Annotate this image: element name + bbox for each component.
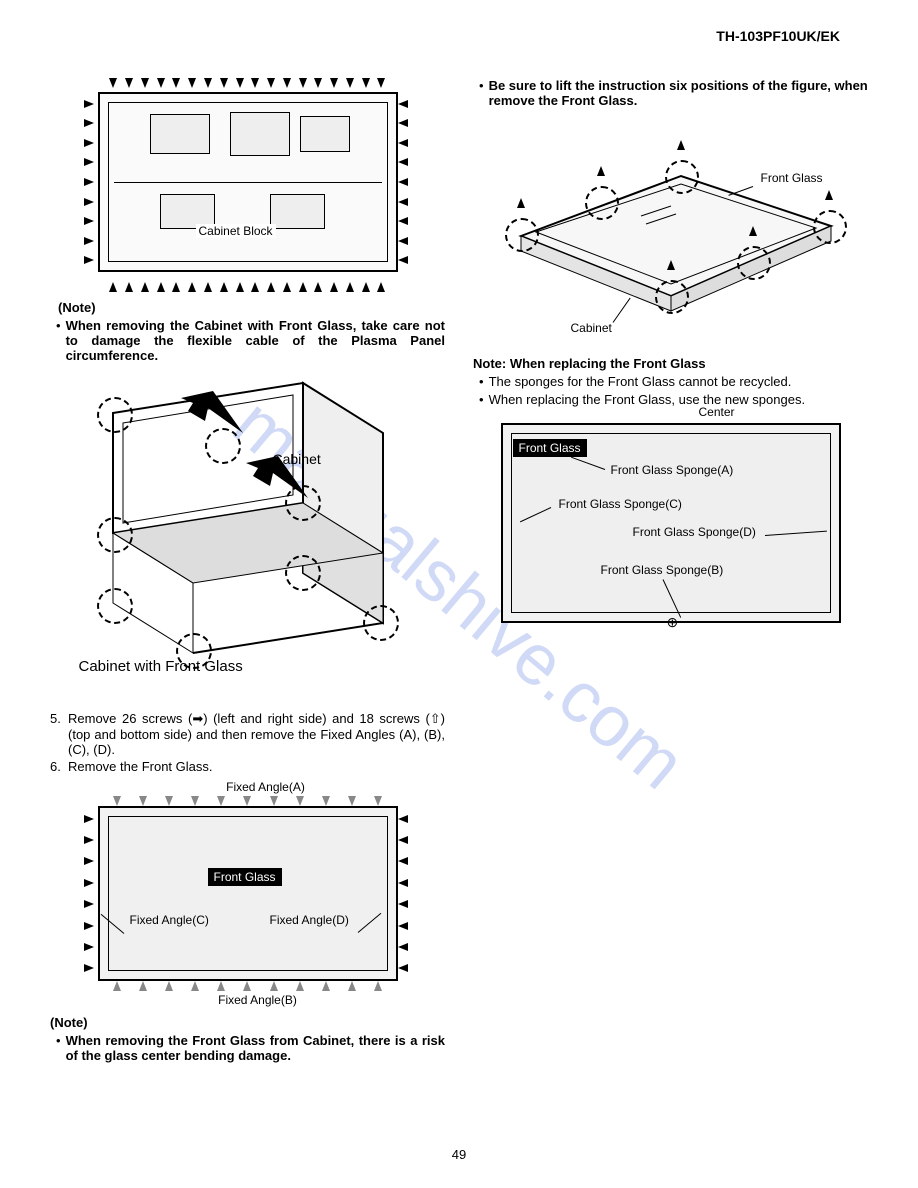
rfig2-sponge-d: Front Glass Sponge(D) bbox=[633, 525, 756, 539]
step-5: 5. Remove 26 screws (➡) (left and right … bbox=[50, 711, 445, 757]
rfig2-sponge-c: Front Glass Sponge(C) bbox=[559, 497, 682, 511]
fig2-circle bbox=[285, 485, 321, 521]
fig2-label-assembly: Cabinet with Front Glass bbox=[79, 658, 243, 675]
fig1-wrap: Cabinet Block bbox=[98, 78, 398, 292]
left-column: Cabinet Block (Note) • When removing the… bbox=[50, 78, 445, 1066]
fig2-circle bbox=[97, 517, 133, 553]
fig1-arrows-right bbox=[398, 94, 412, 270]
header-model: TH-103PF10UK/EK bbox=[716, 28, 840, 44]
fig2-circle bbox=[205, 428, 241, 464]
fig3-arrows-bottom bbox=[104, 981, 392, 991]
up-arrow-icon bbox=[677, 140, 685, 150]
note1-text: When removing the Cabinet with Front Gla… bbox=[66, 318, 445, 363]
rfig1-iso: Front Glass Cabinet bbox=[491, 116, 851, 346]
fig3-wrap: Fixed Angle(A) Front Glass Fixed Angle(C… bbox=[88, 780, 408, 1007]
note2-title: (Note) bbox=[50, 1015, 445, 1030]
fig3-arrows-top bbox=[104, 796, 392, 806]
fig3-fg-label: Front Glass bbox=[208, 868, 282, 886]
fig1-arrows-top bbox=[106, 78, 390, 88]
rfig2-center: Center bbox=[699, 405, 735, 419]
fig1-arrows-left bbox=[84, 94, 98, 270]
rnote-b2: • When replacing the Front Glass, use th… bbox=[479, 392, 868, 407]
rfig2-sponge-a: Front Glass Sponge(A) bbox=[611, 463, 734, 477]
right-column: • Be sure to lift the instruction six po… bbox=[473, 78, 868, 1066]
fig1-cabinet-block: Cabinet Block bbox=[98, 92, 398, 272]
fig3-angle-d: Fixed Angle(D) bbox=[270, 913, 349, 927]
fig2-circle bbox=[363, 605, 399, 641]
up-arrow-icon bbox=[597, 166, 605, 176]
step-6: 6. Remove the Front Glass. bbox=[50, 759, 445, 774]
step-num: 5. bbox=[50, 711, 68, 757]
rfig2-fg-label: Front Glass bbox=[513, 439, 587, 457]
fig2-label-cabinet: Cabinet bbox=[273, 451, 321, 467]
fig3-angle-b: Fixed Angle(B) bbox=[98, 993, 418, 1007]
fig3-angle-c: Fixed Angle(C) bbox=[130, 913, 209, 927]
right-top-bullet: • Be sure to lift the instruction six po… bbox=[479, 78, 868, 108]
fig2-isometric: Cabinet Cabinet with Front Glass bbox=[83, 373, 413, 683]
up-arrow-icon bbox=[825, 190, 833, 200]
note1-bullet: • When removing the Cabinet with Front G… bbox=[56, 318, 445, 363]
fig3-front-glass: Front Glass Fixed Angle(C) Fixed Angle(D… bbox=[98, 806, 398, 981]
page-number: 49 bbox=[452, 1147, 466, 1162]
fig3-arrows-left bbox=[84, 808, 98, 979]
center-target-icon: ⊕ bbox=[667, 614, 679, 631]
rfig2-sponge-b: Front Glass Sponge(B) bbox=[601, 563, 724, 577]
fig1-arrows-bottom bbox=[106, 282, 390, 292]
rfig1-cabinet: Cabinet bbox=[571, 321, 612, 335]
rfig2-wrap: Center ⊕ Front Glass Front Glass Sponge(… bbox=[501, 423, 841, 623]
up-arrow-icon bbox=[517, 198, 525, 208]
step-5-text: Remove 26 screws (➡) (left and right sid… bbox=[68, 711, 445, 757]
fig3-angle-a: Fixed Angle(A) bbox=[106, 780, 426, 794]
rfig1-circle bbox=[505, 218, 539, 252]
bullet-dot: • bbox=[56, 318, 61, 363]
rfig1-circle bbox=[737, 246, 771, 280]
up-arrow-icon bbox=[749, 226, 757, 236]
note1-title: (Note) bbox=[58, 300, 445, 315]
rfig2-panel: Front Glass Front Glass Sponge(A) Front … bbox=[501, 423, 841, 623]
fig2-circle bbox=[97, 397, 133, 433]
bullet-dot: • bbox=[479, 392, 484, 407]
rfig1-circle bbox=[655, 280, 689, 314]
up-arrow-icon bbox=[667, 260, 675, 270]
step-6-text: Remove the Front Glass. bbox=[68, 759, 445, 774]
bullet-dot: • bbox=[479, 78, 484, 108]
content-columns: Cabinet Block (Note) • When removing the… bbox=[50, 78, 868, 1066]
bullet-dot: • bbox=[56, 1033, 61, 1063]
rnote-b2-text: When replacing the Front Glass, use the … bbox=[489, 392, 868, 407]
fig2-circle bbox=[285, 555, 321, 591]
note2-text: When removing the Front Glass from Cabin… bbox=[66, 1033, 445, 1063]
bullet-dot: • bbox=[479, 374, 484, 389]
rfig1-circle bbox=[585, 186, 619, 220]
rnote-title: Note: When replacing the Front Glass bbox=[473, 356, 868, 371]
fig2-circle bbox=[97, 588, 133, 624]
step-num: 6. bbox=[50, 759, 68, 774]
rfig1-circle bbox=[665, 160, 699, 194]
fig1-label: Cabinet Block bbox=[196, 224, 276, 238]
fig3-arrows-right bbox=[398, 808, 412, 979]
rfig1-circle bbox=[813, 210, 847, 244]
rfig1-front-glass: Front Glass bbox=[761, 171, 823, 185]
note2-bullet: • When removing the Front Glass from Cab… bbox=[56, 1033, 445, 1063]
right-top-text: Be sure to lift the instruction six posi… bbox=[489, 78, 868, 108]
rnote-b1: • The sponges for the Front Glass cannot… bbox=[479, 374, 868, 389]
rnote-b1-text: The sponges for the Front Glass cannot b… bbox=[489, 374, 868, 389]
